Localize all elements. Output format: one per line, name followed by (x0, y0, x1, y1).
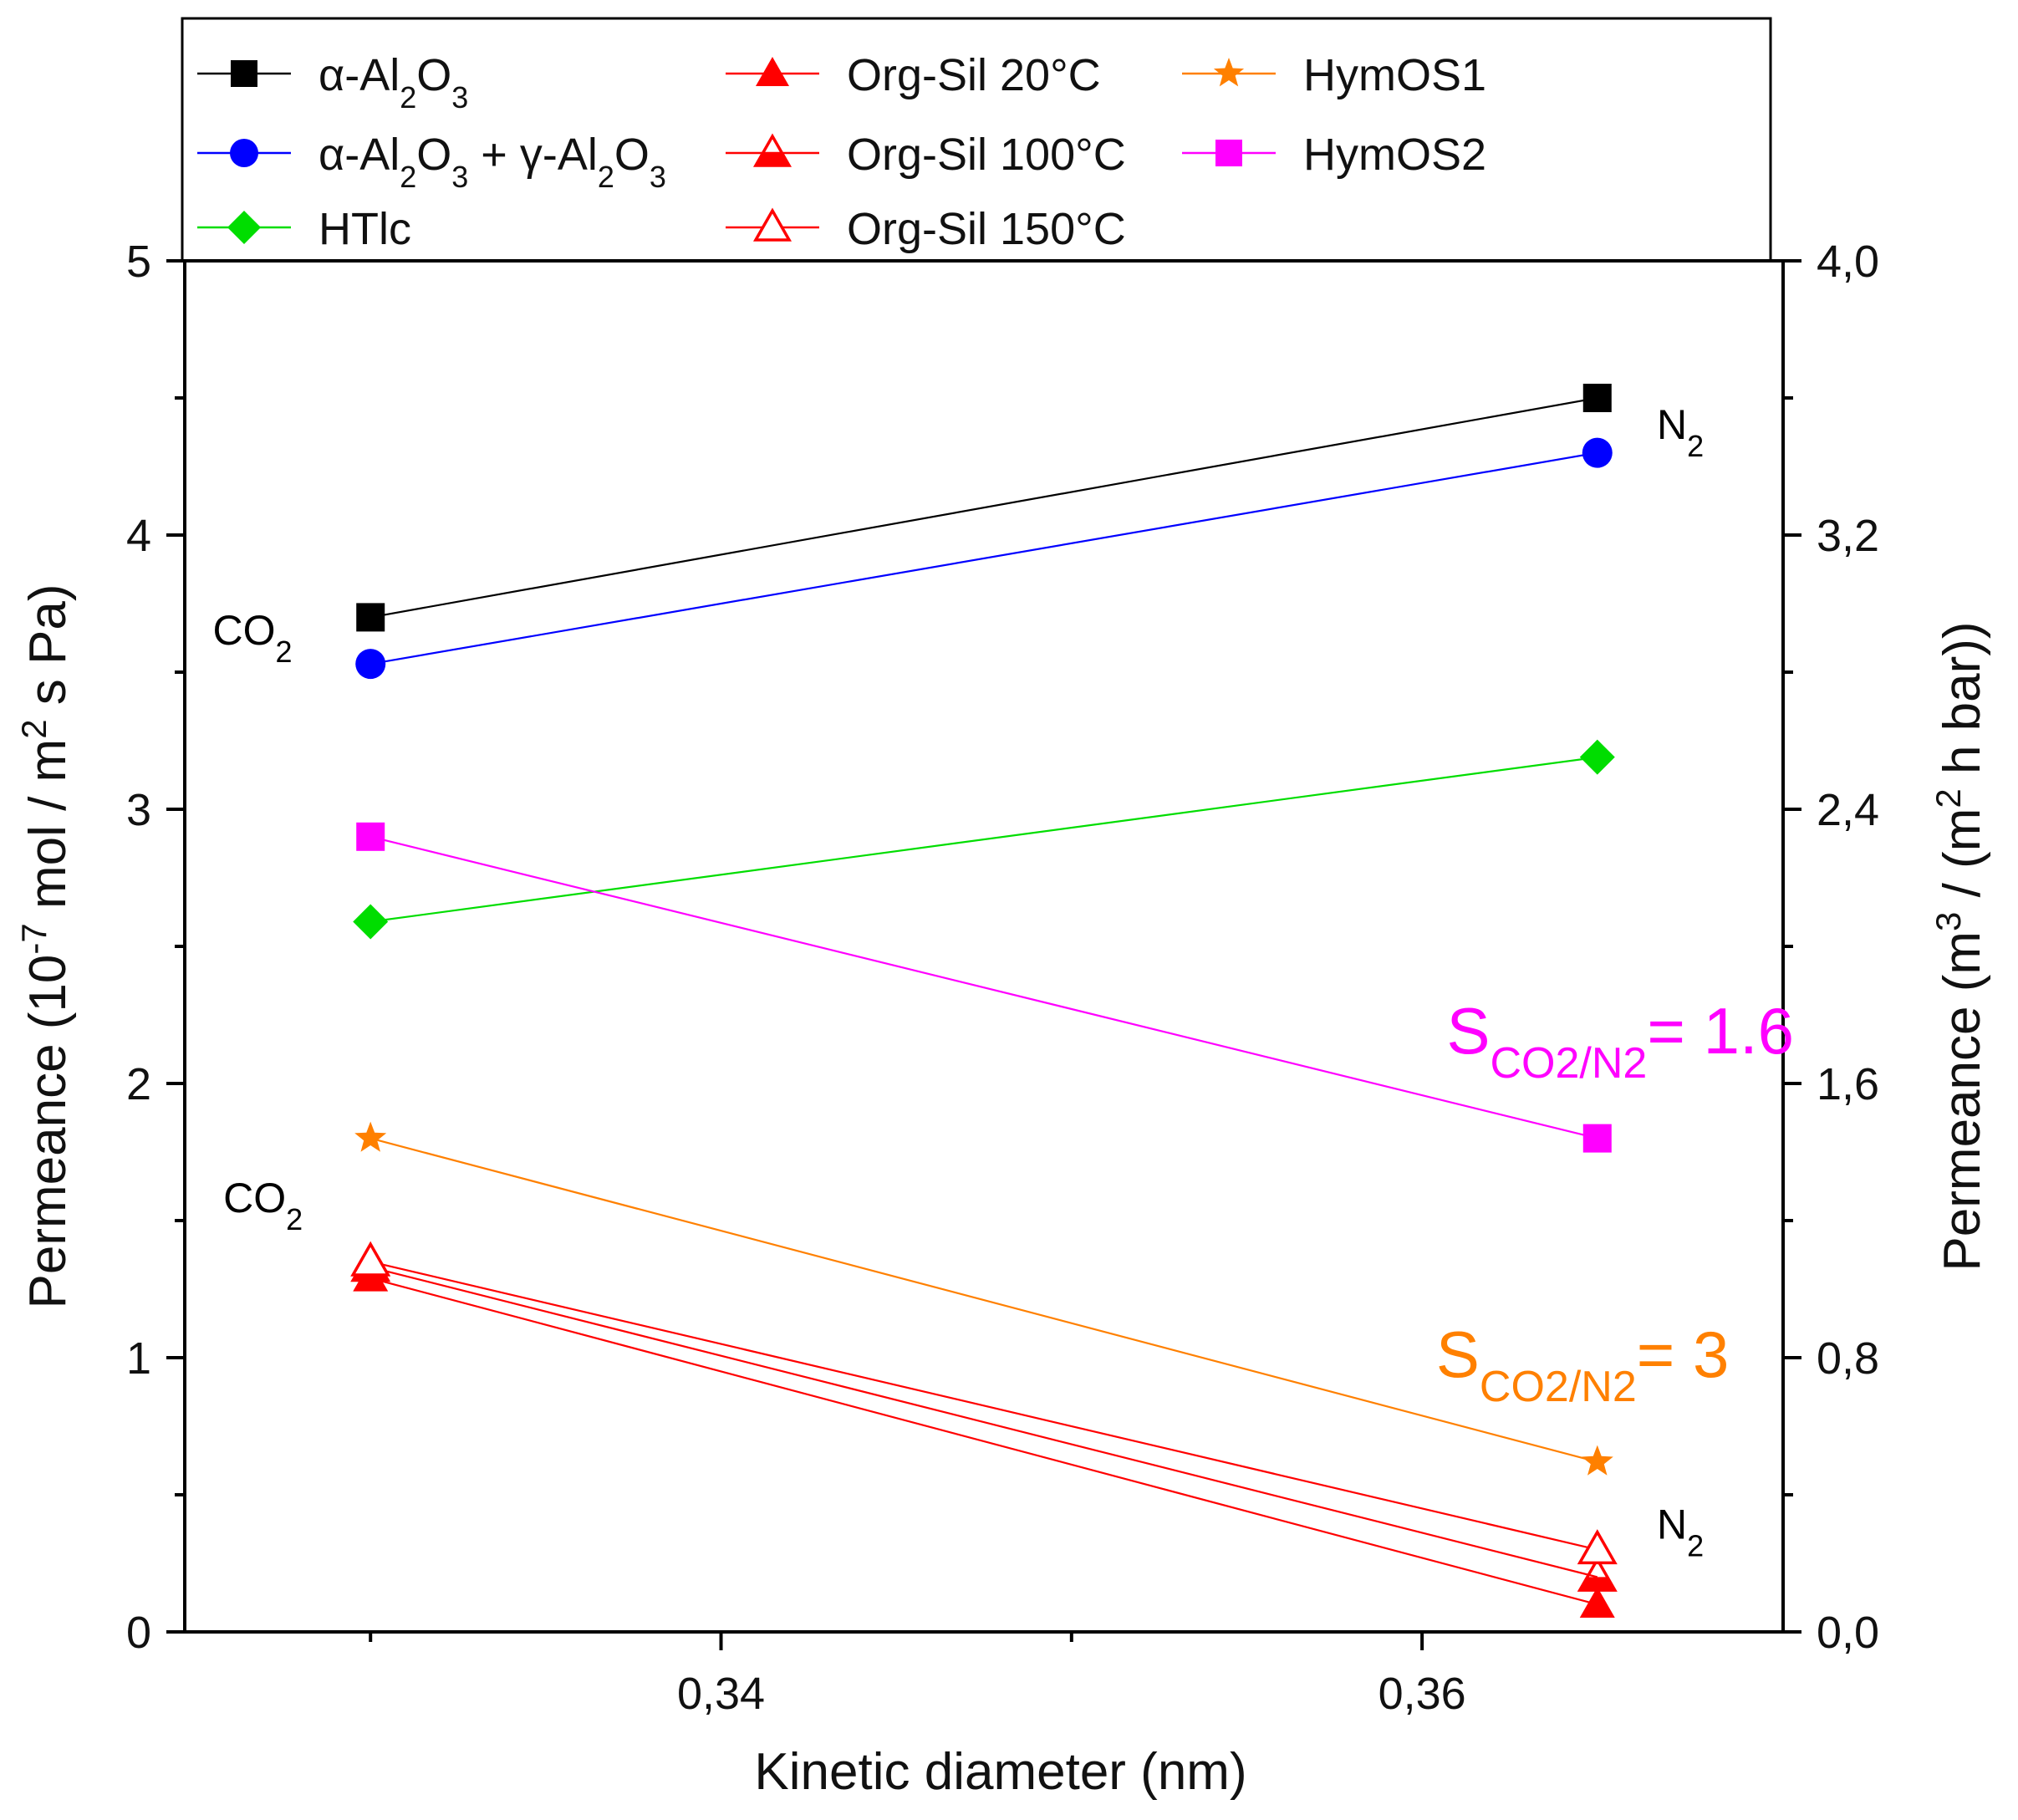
series-line (370, 1262, 1598, 1549)
annotation-co2-lower: CO2 (223, 1175, 303, 1236)
y-left-tick-label: 0 (126, 1608, 151, 1658)
series-3 (353, 1261, 1615, 1618)
data-point (356, 823, 385, 851)
data-point (355, 649, 385, 679)
x-axis-title: Kinetic diameter (nm) (754, 1743, 1246, 1801)
series-7 (356, 823, 1612, 1153)
series-line (370, 757, 1598, 922)
y-right-tick-label: 3,2 (1817, 511, 1879, 561)
y-left-axis-title: Permeance (10-7 mol / m2 s Pa) (14, 584, 78, 1309)
series-0 (356, 384, 1612, 631)
series-2 (353, 740, 1615, 940)
series-line (370, 398, 1598, 617)
permeance-chart: α-Al2O3α-Al2O3 + γ-Al2O3HTlcOrg-Sil 20°C… (0, 0, 2018, 1820)
series-line (370, 837, 1598, 1139)
legend-label: HymOS1 (1303, 50, 1486, 100)
y-right-tick-label: 2,4 (1817, 785, 1879, 835)
data-point (353, 1244, 388, 1275)
series-5 (353, 1244, 1615, 1563)
data-point (1582, 438, 1613, 468)
y-left-tick-label: 3 (126, 785, 151, 835)
y-right-tick-label: 1,6 (1817, 1059, 1879, 1109)
legend-label: Org-Sil 100°C (847, 130, 1126, 180)
y-right-tick-label: 0,0 (1817, 1608, 1879, 1658)
annotation-co2-upper: CO2 (213, 607, 293, 669)
legend-label: HymOS2 (1303, 130, 1486, 180)
y-right-axis-title: Permeance (m3 / (m2 h bar)) (1929, 621, 1992, 1271)
y-left-tick-label: 5 (126, 237, 151, 287)
legend-label: HTlc (318, 204, 411, 254)
x-tick-label: 0,36 (1378, 1669, 1466, 1719)
x-tick-label: 0,34 (677, 1669, 765, 1719)
plot-frame (185, 261, 1783, 1632)
series-line (370, 1267, 1598, 1578)
legend-label: Org-Sil 20°C (847, 50, 1101, 100)
series-line (370, 453, 1598, 665)
annotation-n2-lower: N2 (1657, 1501, 1704, 1563)
series-layer (353, 384, 1615, 1618)
y-left-tick-label: 1 (126, 1333, 151, 1384)
legend-marker (230, 139, 258, 167)
data-point (356, 603, 385, 631)
data-point (353, 904, 388, 939)
y-right-tick-label: 4,0 (1817, 237, 1879, 287)
series-1 (355, 438, 1613, 680)
data-point (1583, 1124, 1612, 1153)
series-line (370, 1139, 1598, 1462)
annotation-layer: CO2 N2 CO2 N2 SCO2/N2= 1.6 SCO2/N2= 3 (213, 401, 1794, 1563)
y-left-tick-label: 4 (126, 511, 151, 561)
data-point (1582, 1445, 1613, 1476)
series-line (370, 1278, 1598, 1604)
data-point (354, 1122, 386, 1152)
data-point (1580, 740, 1615, 775)
annotation-sel-hymos2: SCO2/N2= 1.6 (1446, 994, 1794, 1088)
legend-marker (231, 60, 257, 87)
annotation-n2-upper: N2 (1657, 401, 1704, 463)
annotation-sel-hymos1: SCO2/N2= 3 (1436, 1318, 1729, 1411)
data-point (1583, 384, 1612, 412)
legend-marker (1215, 140, 1242, 166)
y-left-tick-label: 2 (126, 1059, 151, 1109)
legend-label: Org-Sil 150°C (847, 204, 1126, 254)
y-right-tick-label: 0,8 (1817, 1333, 1879, 1384)
